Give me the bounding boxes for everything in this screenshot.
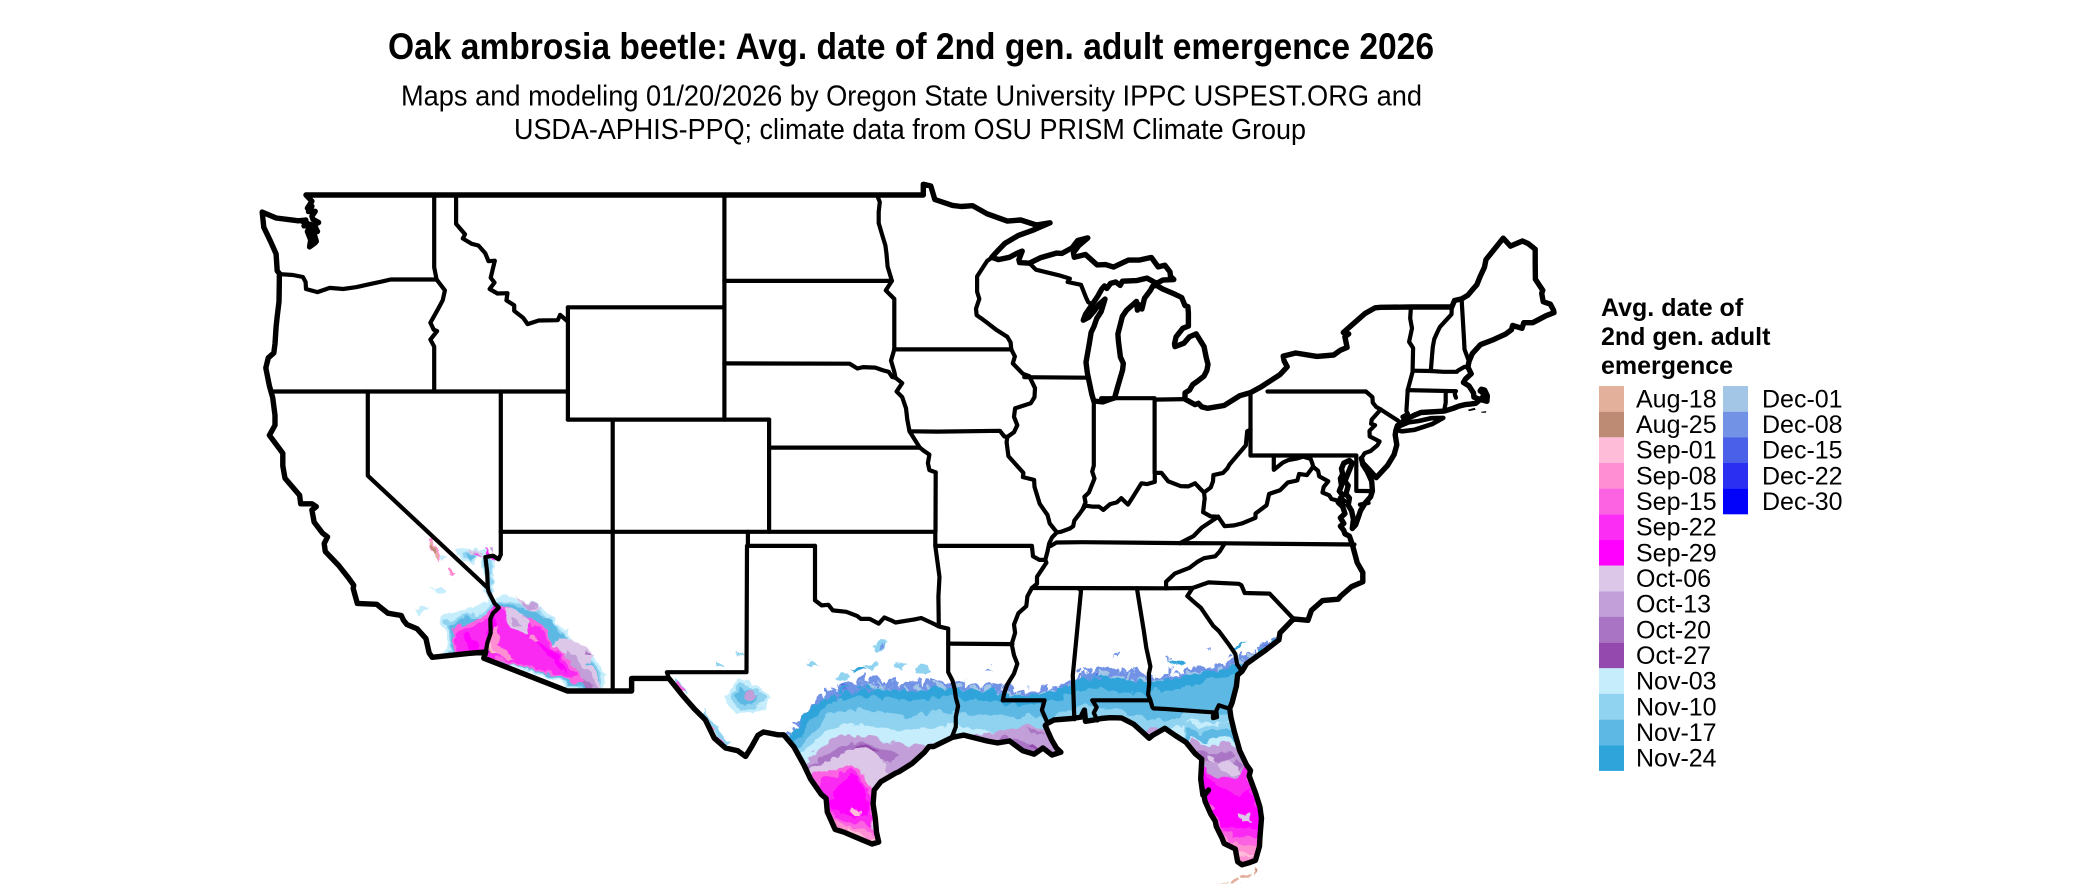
svg-text:Oct-27: Oct-27 xyxy=(1636,642,1711,670)
svg-text:Dec-22: Dec-22 xyxy=(1762,462,1843,490)
svg-text:emergence: emergence xyxy=(1601,352,1733,380)
svg-text:Dec-30: Dec-30 xyxy=(1762,488,1843,516)
svg-text:Dec-01: Dec-01 xyxy=(1762,385,1843,413)
svg-text:Maps and modeling 01/20/2026 b: Maps and modeling 01/20/2026 by Oregon S… xyxy=(401,81,1422,113)
svg-text:USDA-APHIS-PPQ; climate data f: USDA-APHIS-PPQ; climate data from OSU PR… xyxy=(514,114,1306,146)
svg-text:Aug-18: Aug-18 xyxy=(1636,385,1717,413)
svg-text:Dec-08: Dec-08 xyxy=(1762,411,1843,439)
svg-text:Nov-10: Nov-10 xyxy=(1636,693,1717,721)
svg-text:Nov-17: Nov-17 xyxy=(1636,719,1717,747)
svg-text:Sep-15: Sep-15 xyxy=(1636,488,1717,516)
svg-text:Sep-22: Sep-22 xyxy=(1636,514,1717,542)
svg-text:Sep-01: Sep-01 xyxy=(1636,437,1717,465)
svg-text:2nd gen. adult: 2nd gen. adult xyxy=(1601,323,1771,351)
svg-text:Sep-29: Sep-29 xyxy=(1636,539,1717,567)
svg-text:Sep-08: Sep-08 xyxy=(1636,462,1717,490)
svg-text:Avg. date of: Avg. date of xyxy=(1601,294,1744,322)
svg-text:Nov-03: Nov-03 xyxy=(1636,668,1717,696)
svg-text:Oct-06: Oct-06 xyxy=(1636,565,1711,593)
svg-text:Oct-20: Oct-20 xyxy=(1636,616,1711,644)
svg-text:Oak ambrosia beetle: Avg. date: Oak ambrosia beetle: Avg. date of 2nd ge… xyxy=(388,25,1434,67)
svg-text:Dec-15: Dec-15 xyxy=(1762,437,1843,465)
svg-text:Nov-24: Nov-24 xyxy=(1636,745,1717,773)
svg-text:Oct-13: Oct-13 xyxy=(1636,591,1711,619)
svg-text:Aug-25: Aug-25 xyxy=(1636,411,1717,439)
